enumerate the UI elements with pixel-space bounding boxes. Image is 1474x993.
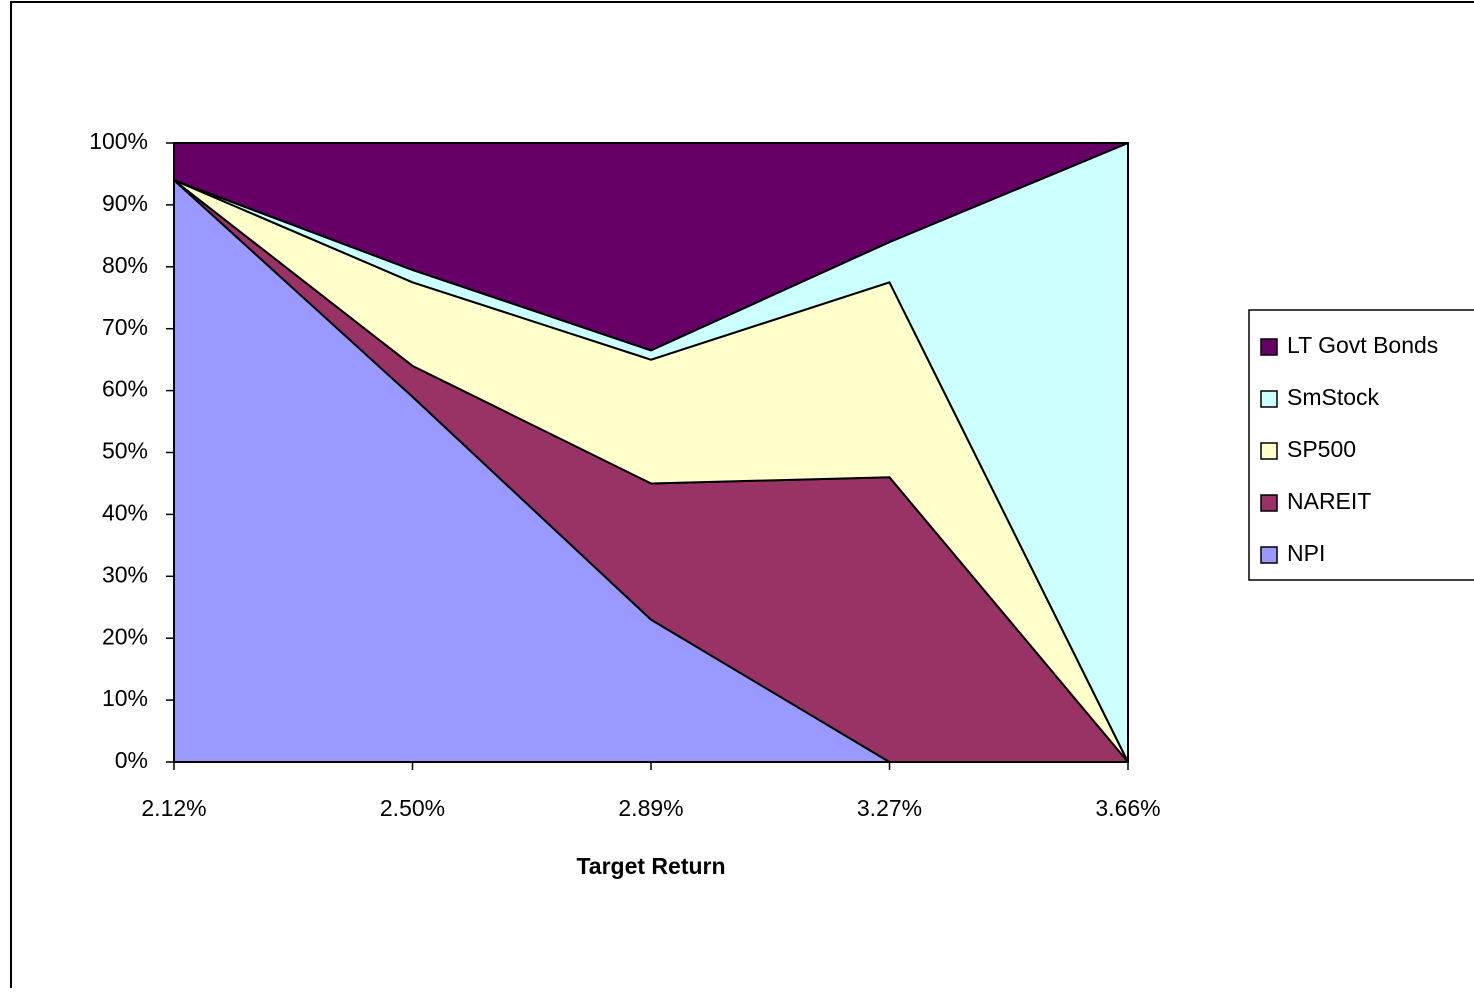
legend-label: NPI (1287, 540, 1325, 566)
y-tick-label: 50% (102, 438, 148, 464)
y-tick-label: 90% (102, 190, 148, 216)
x-axis-title: Target Return (576, 853, 725, 879)
legend-swatch (1260, 546, 1278, 564)
x-tick-label: 3.66% (1095, 795, 1160, 821)
x-tick-label: 2.89% (618, 795, 683, 821)
legend-label: SP500 (1287, 436, 1356, 462)
x-tick-label: 3.27% (857, 795, 922, 821)
legend-label: NAREIT (1287, 488, 1371, 514)
legend-label: LT Govt Bonds (1287, 332, 1438, 358)
legend-swatch (1260, 442, 1278, 460)
legend-box (1248, 309, 1474, 581)
y-tick-label: 10% (102, 685, 148, 711)
y-tick-label: 60% (102, 376, 148, 402)
x-tick-label: 2.50% (380, 795, 445, 821)
x-tick-label: 2.12% (141, 795, 206, 821)
y-tick-label: 70% (102, 314, 148, 340)
y-tick-label: 100% (89, 128, 148, 154)
y-tick-label: 0% (115, 747, 148, 773)
y-tick-label: 20% (102, 623, 148, 649)
legend-swatch (1260, 390, 1278, 408)
legend-swatch (1260, 338, 1278, 356)
legend-swatch (1260, 494, 1278, 512)
y-tick-label: 40% (102, 499, 148, 525)
area (173, 142, 1129, 352)
y-tick-label: 30% (102, 561, 148, 587)
y-tick-label: 80% (102, 252, 148, 278)
legend-label: SmStock (1287, 384, 1380, 410)
